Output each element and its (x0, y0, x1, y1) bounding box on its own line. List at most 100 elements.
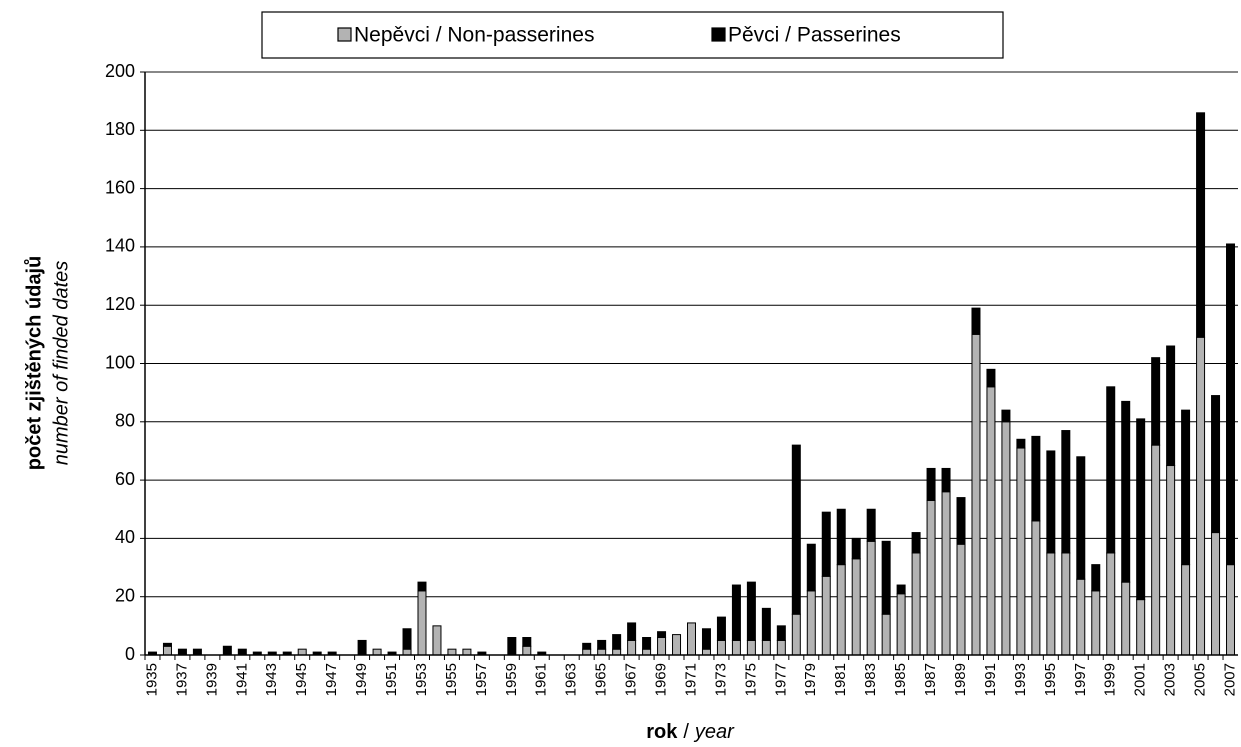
y-tick-label: 160 (105, 177, 135, 197)
x-tick-label: 1947 (323, 663, 340, 696)
x-tick-label: 1951 (383, 663, 400, 696)
x-tick-label: 1949 (353, 663, 370, 696)
bar-segment (1001, 409, 1011, 423)
bar-segment (522, 637, 532, 647)
bar-segment (1046, 552, 1056, 656)
x-tick-label: 1939 (203, 663, 220, 696)
bar-segment (851, 537, 861, 560)
bar-segment (1181, 409, 1191, 566)
x-tick-label: 1975 (742, 663, 759, 696)
x-tick-label: 1945 (293, 663, 310, 696)
bar-segment (1106, 552, 1116, 656)
y-tick-label: 100 (105, 352, 135, 372)
x-tick-label: 1957 (473, 663, 490, 696)
legend-box (261, 11, 1004, 59)
bar-segment (731, 584, 741, 641)
x-tick-label: 1971 (682, 663, 699, 696)
y-tick-label: 80 (115, 411, 135, 431)
bar-segment (1166, 465, 1176, 656)
bar-segment (956, 497, 966, 545)
x-tick-label: 1959 (503, 663, 520, 696)
bar-segment (1016, 438, 1026, 449)
bar-segment (881, 540, 891, 615)
bar-segment (1016, 447, 1026, 656)
y-tick-label: 180 (105, 119, 135, 139)
bar-segment (1031, 520, 1041, 656)
bar-segment (896, 593, 906, 656)
bar-segment (657, 637, 667, 656)
x-tick-label: 2001 (1132, 663, 1149, 696)
x-tick-label: 2005 (1192, 663, 1209, 696)
bar-segment (1091, 564, 1101, 592)
legend-label: Pěvci / Passerines (728, 24, 901, 47)
bar-segment (1046, 450, 1056, 554)
bar-segment (417, 581, 427, 592)
bar-segment (1226, 243, 1236, 566)
bar-segment (1181, 564, 1191, 656)
x-tick-label: 1943 (263, 663, 280, 696)
bar-segment (582, 642, 592, 650)
x-tick-label: 1961 (533, 663, 550, 696)
bar-segment (507, 637, 517, 656)
bar-segment (462, 648, 472, 656)
bar-segment (716, 616, 726, 641)
legend-label: Nepěvci / Non-passerines (354, 24, 594, 47)
bar-segment (806, 590, 816, 656)
bar-segment (776, 639, 786, 656)
bar-segment (866, 540, 876, 656)
x-axis-label-part: year (693, 721, 735, 743)
legend-swatch (711, 27, 726, 42)
bar-segment (432, 625, 442, 656)
bar-segment (1001, 421, 1011, 656)
x-tick-label: 1963 (563, 663, 580, 696)
y-tick-label: 0 (125, 644, 135, 664)
x-tick-label: 1937 (173, 663, 190, 696)
y-tick-label: 120 (105, 294, 135, 314)
bar-segment (672, 634, 682, 656)
bar-segment (716, 639, 726, 656)
bar-segment (1076, 456, 1086, 580)
x-tick-label: 1955 (443, 663, 460, 696)
bar-segment (237, 648, 247, 656)
x-tick-label: 1997 (1072, 663, 1089, 696)
x-axis-label: rok / year (646, 721, 735, 743)
bar-segment (1136, 418, 1146, 601)
x-tick-label: 1941 (233, 663, 250, 696)
bar-segment (1151, 444, 1161, 656)
bar-segment (746, 639, 756, 656)
bar-segment (701, 628, 711, 650)
bar-segment (851, 558, 861, 656)
bar-segment (177, 648, 187, 656)
bar-segment (941, 467, 951, 493)
x-tick-label: 1999 (1102, 663, 1119, 696)
bar-segment (836, 508, 846, 566)
x-tick-label: 1995 (1042, 663, 1059, 696)
x-tick-label: 2007 (1221, 663, 1238, 696)
bar-segment (612, 634, 622, 650)
bar-segment (926, 500, 936, 656)
bar-segment (761, 607, 771, 641)
bar-segment (701, 648, 711, 656)
y-tick-label: 20 (115, 585, 135, 605)
x-tick-label: 1993 (1012, 663, 1029, 696)
bar-segment (627, 622, 637, 641)
bar-segment (162, 645, 172, 656)
x-tick-label: 1981 (832, 663, 849, 696)
bar-segment (986, 368, 996, 388)
x-tick-label: 2003 (1162, 663, 1179, 696)
bar-segment (1121, 581, 1131, 656)
bar-segment (612, 648, 622, 656)
x-tick-label: 1973 (712, 663, 729, 696)
bar-segment (357, 639, 367, 656)
bar-segment (687, 622, 696, 656)
bar-segment (866, 508, 876, 542)
bar-segment (1196, 112, 1206, 338)
bar-segment (402, 628, 412, 650)
bar-segment (597, 639, 607, 650)
y-tick-label: 60 (115, 469, 135, 489)
y-axis-label: number of finded dates (50, 261, 72, 466)
bar-segment (582, 648, 592, 656)
bar-segment (821, 575, 831, 656)
x-tick-label: 1935 (143, 663, 160, 696)
